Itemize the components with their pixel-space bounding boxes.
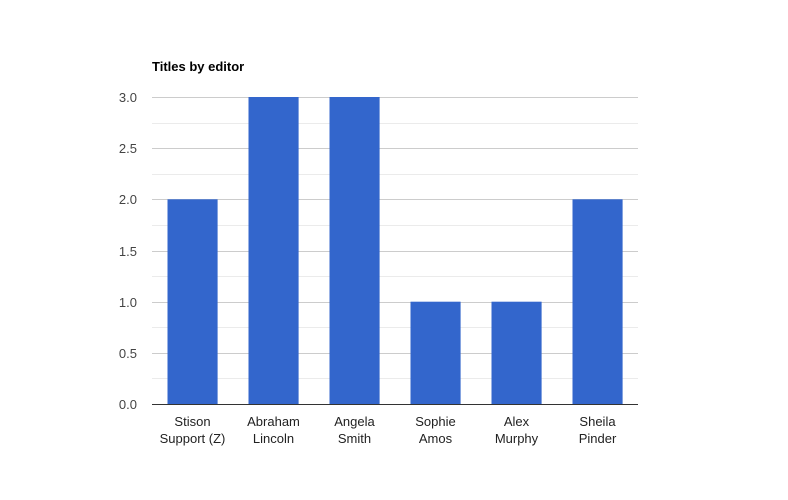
y-tick-label: 0.5 [119,346,137,361]
y-tick-label: 2.0 [119,192,137,207]
bars [167,97,623,404]
x-category-label: Alex Murphy [495,414,539,446]
x-category-label: Stison Support (Z) [160,414,226,446]
y-tick-label: 1.0 [119,295,137,310]
x-category-label: Angela Smith [334,414,375,446]
bar[interactable] [491,301,542,404]
x-category-label: Abraham Lincoln [247,414,300,446]
chart-title: Titles by editor [152,59,244,74]
x-category-label: Sophie Amos [415,414,455,446]
bar[interactable] [167,199,218,404]
y-tick-label: 2.5 [119,141,137,156]
bar[interactable] [410,301,461,404]
y-tick-label: 1.5 [119,244,137,259]
bar[interactable] [248,97,299,404]
gridlines [152,97,638,379]
y-axis-ticks: 0.0 0.5 1.0 1.5 2.0 2.5 3.0 [119,90,137,412]
bar[interactable] [329,97,380,404]
x-category-label: Sheila Pinder [579,414,617,446]
y-tick-label: 3.0 [119,90,137,105]
x-axis-labels: Stison Support (Z) Abraham Lincoln Angela Smi… [160,414,617,446]
bar[interactable] [572,199,623,404]
y-tick-label: 0.0 [119,397,137,412]
